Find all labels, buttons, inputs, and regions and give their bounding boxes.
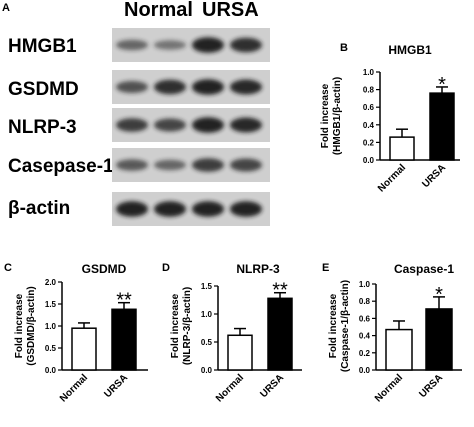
- chart-b-bar-normal: [389, 136, 415, 161]
- chart-b-significance-ursa: *: [438, 74, 446, 96]
- blot-band-caspase1-lane-4: [230, 158, 262, 172]
- chart-d-ylabel: Fold increase(NLRP-3/β-actin): [170, 287, 193, 365]
- chart-e-error-bar-ursa: [433, 296, 445, 309]
- group-label-ursa: URSA: [202, 0, 259, 21]
- blot-band-beta-actin-lane-4: [230, 201, 262, 217]
- chart-b-error-bar-ursa: [436, 86, 448, 94]
- chart-c-bar-ursa: [111, 308, 137, 371]
- chart-e-ytick-label: 0.4: [359, 332, 371, 341]
- blot-label-nlrp3: NLRP-3: [8, 117, 77, 138]
- blot-band-hmgb1-lane-2: [154, 40, 186, 50]
- chart-e-category-label-normal: Normal: [373, 372, 405, 404]
- chart-e-error-bar-normal: [393, 320, 405, 330]
- chart-e-title: Caspase-1: [394, 262, 454, 276]
- chart-c-ytick-label: 2.0: [45, 278, 57, 287]
- chart-e-ytick-label: 0.2: [359, 349, 371, 358]
- blot-band-hmgb1-lane-4: [230, 37, 262, 53]
- chart-e-bar-normal: [385, 328, 413, 371]
- chart-b-bar-ursa: [429, 92, 455, 161]
- chart-c-error-bar-ursa: [118, 301, 130, 310]
- chart-b-ytick-label: 1.0: [363, 68, 375, 77]
- chart-b-ytick-label: 0.4: [363, 121, 375, 130]
- blot-band-gsdmd-lane-1: [116, 81, 148, 93]
- blot-band-gsdmd-lane-2: [154, 79, 186, 95]
- chart-d-category-label-ursa: URSA: [258, 372, 286, 400]
- blot-band-nlrp3-lane-2: [154, 118, 186, 132]
- blot-band-caspase1-lane-2: [154, 159, 186, 171]
- chart-e-significance-ursa: *: [435, 284, 443, 306]
- chart-b-ylabel: Fold increase(HMGB1/β-actin): [320, 77, 343, 155]
- chart-e-ytick-label: 0.8: [359, 297, 371, 306]
- chart-e-ylabel: Fold increase(Caspase-1/β-actin): [328, 280, 351, 372]
- blot-band-hmgb1-lane-3: [192, 37, 224, 53]
- chart-d-ytick-label: 1.5: [201, 282, 213, 291]
- chart-c-error-bar-normal: [78, 322, 90, 329]
- chart-nlrp3: NLRP-3 Fold increase(NLRP-3/β-actin) 0.0 0.…: [170, 262, 302, 404]
- panel-letter-d: D: [162, 262, 170, 274]
- chart-e-ytick-label: 1.0: [359, 280, 371, 289]
- chart-b-category-label-normal: Normal: [376, 162, 408, 194]
- chart-d-ytick-label: 0.0: [201, 366, 213, 375]
- chart-b-error-bar-normal: [396, 128, 408, 138]
- western-blot: [112, 28, 270, 226]
- panel-letter-b: B: [340, 42, 348, 54]
- chart-d-significance-ursa: **: [272, 280, 288, 302]
- blot-band-hmgb1-lane-1: [116, 39, 148, 51]
- blot-label-gsdmd: GSDMD: [8, 79, 79, 100]
- chart-c-category-label-normal: Normal: [58, 372, 90, 404]
- chart-d-ytick-label: 1.0: [201, 310, 213, 319]
- panel-letter-c: C: [4, 262, 12, 274]
- chart-c-category-label-ursa: URSA: [102, 372, 130, 400]
- chart-b-ytick-label: 0.8: [363, 86, 375, 95]
- chart-d-error-bar-ursa: [274, 291, 286, 299]
- chart-d-ytick-label: 0.5: [201, 338, 213, 347]
- group-label-normal: Normal: [124, 0, 193, 21]
- blot-band-caspase1-lane-3: [192, 158, 224, 172]
- blot-band-beta-actin-lane-3: [192, 201, 224, 217]
- chart-c-bar-normal: [71, 327, 97, 371]
- blot-band-gsdmd-lane-3: [192, 79, 224, 95]
- chart-c-ytick-label: 1.0: [45, 322, 57, 331]
- blot-label-beta-actin: β-actin: [8, 198, 71, 219]
- chart-d-error-bar-normal: [234, 327, 246, 336]
- chart-e-ytick-label: 0.0: [359, 366, 371, 375]
- chart-b-title: HMGB1: [388, 43, 432, 57]
- blot-band-nlrp3-lane-3: [192, 117, 224, 133]
- chart-d-bar-ursa: [267, 297, 293, 371]
- chart-b-category-label-ursa: URSA: [420, 162, 448, 190]
- chart-e-bar-ursa: [425, 308, 453, 371]
- chart-c-title: GSDMD: [82, 262, 127, 276]
- panel-letter-a: A: [2, 2, 10, 14]
- chart-d-bar-normal: [227, 334, 253, 371]
- blot-label-caspase1: Casepase-1: [8, 156, 114, 177]
- blot-band-caspase1-lane-1: [116, 159, 148, 171]
- chart-e-ytick-label: 0.6: [359, 314, 371, 323]
- chart-d-title: NLRP-3: [236, 262, 280, 276]
- chart-caspase1: Caspase-1 Fold increase(Caspase-1/β-actin…: [328, 262, 462, 404]
- chart-b-ytick-label: 0.0: [363, 156, 375, 165]
- chart-c-ytick-label: 1.5: [45, 300, 57, 309]
- blot-band-nlrp3-lane-1: [116, 118, 148, 132]
- chart-c-significance-ursa: **: [116, 290, 132, 312]
- chart-c-ytick-label: 0.5: [45, 344, 57, 353]
- blot-band-beta-actin-lane-1: [116, 201, 148, 217]
- blot-band-beta-actin-lane-2: [154, 201, 186, 217]
- chart-b-ytick-label: 0.6: [363, 103, 375, 112]
- chart-d-category-label-normal: Normal: [214, 372, 246, 404]
- chart-hmgb1: HMGB1 Fold increase(HMGB1/β-actin) 0.0 0.2 0…: [320, 43, 460, 194]
- chart-e-category-label-ursa: URSA: [417, 372, 445, 400]
- chart-gsdmd: GSDMD Fold increase(GSDMD/β-actin) 0.0 0.5 1…: [14, 262, 148, 404]
- chart-b-ytick-label: 0.2: [363, 138, 375, 147]
- blot-band-nlrp3-lane-4: [230, 117, 262, 133]
- chart-c-ytick-label: 0.0: [45, 366, 57, 375]
- blot-band-gsdmd-lane-4: [230, 79, 262, 95]
- panel-letter-e: E: [322, 262, 330, 274]
- chart-c-ylabel: Fold increase(GSDMD/β-actin): [14, 286, 37, 365]
- blot-label-hmgb1: HMGB1: [8, 36, 77, 57]
